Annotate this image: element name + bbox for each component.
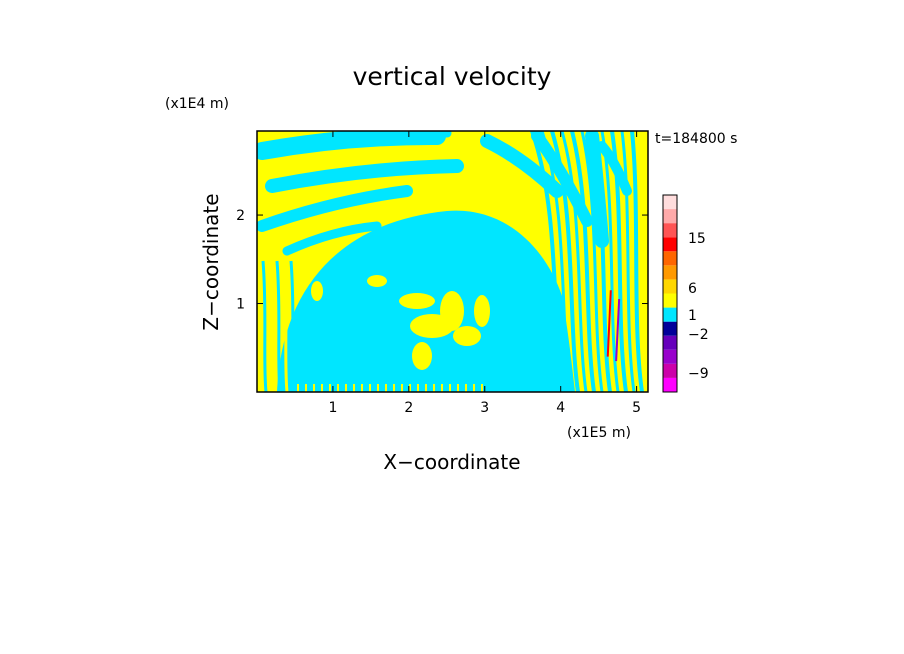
colorbar-swatch bbox=[663, 321, 677, 336]
bottom-spike bbox=[297, 384, 299, 392]
cyan-band bbox=[590, 131, 612, 392]
colorbar-swatch bbox=[663, 209, 677, 224]
y-axis-label: Z−coordinate bbox=[199, 193, 223, 330]
colorbar-swatch bbox=[663, 335, 677, 350]
colorbar-label: 1 bbox=[688, 308, 697, 324]
bottom-spike bbox=[457, 384, 459, 392]
colorbar-label: −9 bbox=[688, 366, 709, 382]
bottom-spike bbox=[417, 384, 419, 392]
bottom-spike bbox=[345, 384, 347, 392]
cyan-band bbox=[560, 131, 588, 392]
downdraft-line bbox=[615, 299, 621, 362]
bottom-spike bbox=[425, 384, 427, 392]
cyan-band bbox=[530, 131, 564, 392]
yellow-patch bbox=[453, 326, 481, 346]
colorbar-swatch bbox=[663, 279, 677, 294]
cyan-band bbox=[610, 131, 628, 392]
x-tick-label: 3 bbox=[480, 400, 489, 416]
colorbar-swatch bbox=[663, 223, 677, 238]
colorbar-swatch bbox=[663, 363, 677, 378]
x-unit-label: (x1E5 m) bbox=[567, 425, 631, 441]
bottom-spike bbox=[385, 384, 387, 392]
bottom-spike bbox=[361, 384, 363, 392]
cyan-band bbox=[620, 131, 636, 392]
left-band bbox=[261, 260, 268, 392]
cyan-band bbox=[550, 131, 580, 392]
colorbar-swatch bbox=[663, 195, 677, 210]
x-tick-label: 1 bbox=[328, 400, 337, 416]
left-band bbox=[282, 260, 289, 392]
cyan-band bbox=[580, 131, 604, 392]
bottom-spike bbox=[393, 384, 395, 392]
yellow-patch bbox=[412, 342, 432, 370]
cyan-streak bbox=[312, 131, 452, 148]
cyan-streak bbox=[480, 134, 564, 198]
cyan-band bbox=[570, 131, 596, 392]
yellow-patch bbox=[399, 293, 435, 309]
bottom-spike bbox=[369, 384, 371, 392]
cyan-streak bbox=[282, 221, 382, 256]
updraft-line bbox=[606, 290, 612, 357]
x-tick-label: 4 bbox=[556, 400, 565, 416]
bottom-spike bbox=[465, 384, 467, 392]
colorbar-swatch bbox=[663, 237, 677, 252]
cyan-band bbox=[630, 131, 644, 392]
left-band bbox=[275, 260, 282, 392]
velocity-field bbox=[257, 131, 648, 392]
bottom-spike bbox=[321, 384, 323, 392]
bottom-spike bbox=[409, 384, 411, 392]
colorbar-label: 15 bbox=[688, 231, 706, 247]
bottom-spike bbox=[433, 384, 435, 392]
x-tick-label: 5 bbox=[632, 400, 641, 416]
yellow-patch bbox=[440, 291, 464, 331]
colorbar-swatch bbox=[663, 293, 677, 308]
colorbar-frame bbox=[662, 194, 678, 393]
plot-area bbox=[256, 130, 649, 393]
chart-title: vertical velocity bbox=[353, 62, 552, 91]
colorbar-swatch bbox=[663, 377, 677, 392]
bottom-spike bbox=[377, 384, 379, 392]
bottom-spike bbox=[473, 384, 475, 392]
colorbar-label: −2 bbox=[688, 327, 709, 343]
cyan-streak bbox=[257, 185, 413, 232]
bottom-spike bbox=[337, 384, 339, 392]
colorbar: 15 6 1 −2 −9 bbox=[662, 194, 709, 393]
bottom-spike bbox=[441, 384, 443, 392]
y-tick-label: 2 bbox=[236, 208, 245, 224]
cyan-band bbox=[600, 131, 620, 392]
bottom-spike bbox=[401, 384, 403, 392]
y-tick-label: 1 bbox=[236, 297, 245, 313]
bottom-spike bbox=[329, 384, 331, 392]
yellow-patch bbox=[311, 281, 323, 301]
cyan-band bbox=[540, 131, 572, 392]
bottom-spike bbox=[313, 384, 315, 392]
colorbar-label: 6 bbox=[688, 281, 697, 297]
x-ticks: 1 2 3 4 5 bbox=[328, 131, 641, 416]
colorbar-swatch bbox=[663, 251, 677, 266]
bottom-spike bbox=[353, 384, 355, 392]
left-band bbox=[268, 260, 275, 392]
bottom-spike bbox=[449, 384, 451, 392]
y-ticks: 12 bbox=[236, 208, 648, 313]
yellow-patch bbox=[367, 275, 387, 287]
yellow-patch bbox=[474, 295, 490, 327]
colorbar-swatch bbox=[663, 307, 677, 322]
bottom-spike bbox=[305, 384, 307, 392]
cyan-streak bbox=[265, 159, 464, 193]
colorbar-swatch bbox=[663, 265, 677, 280]
plot-frame bbox=[256, 130, 649, 393]
x-tick-label: 2 bbox=[404, 400, 413, 416]
left-band bbox=[289, 260, 296, 392]
bottom-spike bbox=[481, 384, 483, 392]
y-unit-label: (x1E4 m) bbox=[165, 96, 229, 112]
colorbar-swatch bbox=[663, 349, 677, 364]
x-axis-label: X−coordinate bbox=[383, 450, 520, 474]
time-label: t=184800 s bbox=[655, 131, 737, 147]
